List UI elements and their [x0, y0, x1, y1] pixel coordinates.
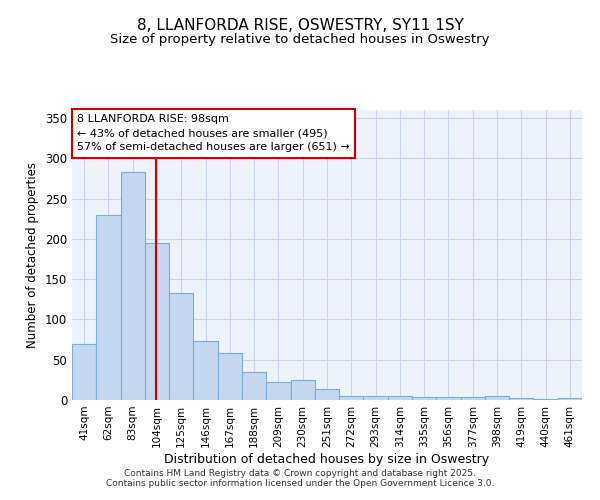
Bar: [509, 398, 533, 400]
Bar: [242, 372, 266, 400]
Text: Contains public sector information licensed under the Open Government Licence 3.: Contains public sector information licen…: [106, 478, 494, 488]
Bar: [315, 388, 339, 400]
Y-axis label: Number of detached properties: Number of detached properties: [26, 162, 40, 348]
Bar: [436, 397, 461, 400]
Bar: [339, 396, 364, 400]
Bar: [72, 344, 96, 400]
Bar: [121, 172, 145, 400]
Text: 8, LLANFORDA RISE, OSWESTRY, SY11 1SY: 8, LLANFORDA RISE, OSWESTRY, SY11 1SY: [137, 18, 463, 32]
Bar: [218, 354, 242, 400]
Text: Size of property relative to detached houses in Oswestry: Size of property relative to detached ho…: [110, 32, 490, 46]
Bar: [290, 380, 315, 400]
Text: 8 LLANFORDA RISE: 98sqm
← 43% of detached houses are smaller (495)
57% of semi-d: 8 LLANFORDA RISE: 98sqm ← 43% of detache…: [77, 114, 350, 152]
Bar: [558, 398, 582, 400]
Bar: [266, 382, 290, 400]
Bar: [485, 396, 509, 400]
Bar: [364, 396, 388, 400]
Bar: [388, 396, 412, 400]
Bar: [169, 293, 193, 400]
X-axis label: Distribution of detached houses by size in Oswestry: Distribution of detached houses by size …: [164, 452, 490, 466]
Bar: [533, 399, 558, 400]
Bar: [145, 243, 169, 400]
Bar: [193, 341, 218, 400]
Bar: [412, 397, 436, 400]
Text: Contains HM Land Registry data © Crown copyright and database right 2025.: Contains HM Land Registry data © Crown c…: [124, 468, 476, 477]
Bar: [461, 397, 485, 400]
Bar: [96, 214, 121, 400]
